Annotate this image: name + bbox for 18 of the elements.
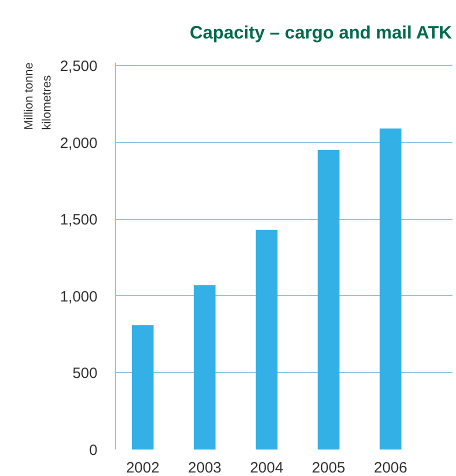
y-tick-label: 1,000 xyxy=(60,288,98,306)
y-tick-label: 1,500 xyxy=(60,212,98,229)
x-tick-label: 2002 xyxy=(126,460,160,476)
chart-title: Capacity – cargo and mail ATK xyxy=(190,22,452,42)
x-tick-label: 2004 xyxy=(250,460,284,476)
bar xyxy=(256,230,278,450)
x-tick-label: 2005 xyxy=(312,460,346,476)
x-tick-label: 2006 xyxy=(374,460,408,476)
y-tick-label: 500 xyxy=(72,365,98,382)
bar xyxy=(132,325,154,450)
bar xyxy=(318,150,340,450)
y-tick-label: 2,000 xyxy=(60,134,98,152)
y-tick-label: 0 xyxy=(89,442,98,459)
x-tick-label: 2003 xyxy=(188,460,222,476)
bar xyxy=(194,285,216,450)
y-tick-label: 2,500 xyxy=(60,58,98,76)
bar xyxy=(380,128,402,450)
y-axis-title: Million tonne kilometres xyxy=(21,62,54,130)
